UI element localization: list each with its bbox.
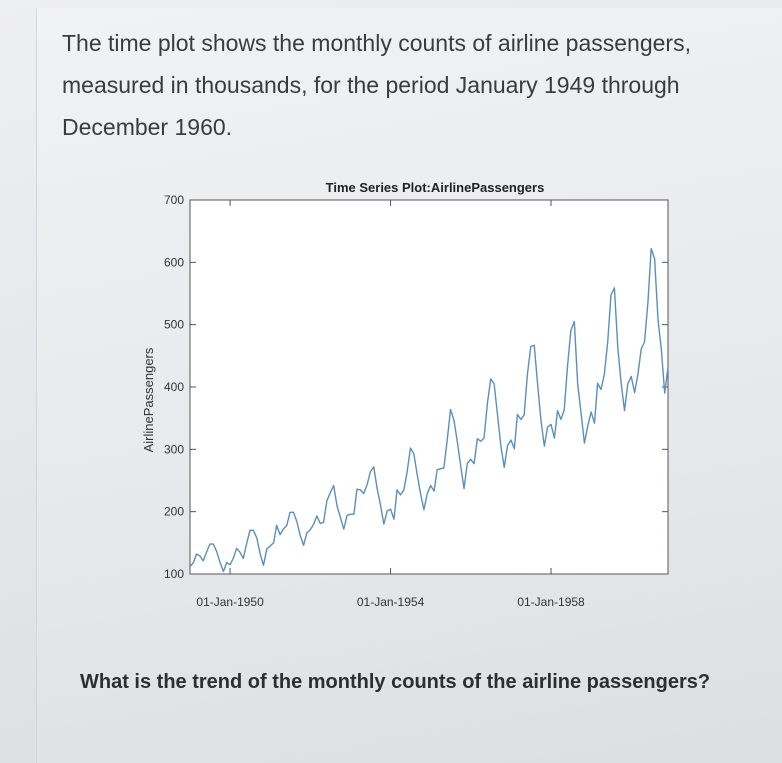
y-axis-ticks: 100 200 300 400 500 600 700 bbox=[164, 193, 668, 581]
x-tick-label: 01-Jan-1950 bbox=[196, 595, 264, 609]
y-tick-label: 200 bbox=[164, 505, 184, 519]
y-axis-label: AirlinePassengers bbox=[141, 347, 156, 452]
x-axis-ticks: 01-Jan-1950 01-Jan-1954 01-Jan-1958 bbox=[196, 200, 585, 609]
y-tick-label: 700 bbox=[164, 193, 184, 207]
question-text: What is the trend of the monthly counts … bbox=[80, 671, 711, 693]
y-tick-label: 600 bbox=[164, 255, 184, 269]
series-line bbox=[189, 247, 669, 573]
plot-area-frame bbox=[189, 199, 669, 575]
x-tick-label: 01-Jan-1954 bbox=[357, 595, 425, 609]
y-tick-label: 300 bbox=[164, 442, 184, 456]
chart-title: Time Series Plot:AirlinePassengers bbox=[326, 180, 545, 195]
series-layer bbox=[189, 247, 669, 573]
y-tick-label: 500 bbox=[164, 318, 184, 332]
y-tick-label: 400 bbox=[164, 380, 184, 394]
x-tick-label: 01-Jan-1958 bbox=[517, 595, 585, 609]
intro-text: The time plot shows the monthly counts o… bbox=[62, 30, 691, 140]
y-tick-label: 100 bbox=[164, 567, 184, 581]
